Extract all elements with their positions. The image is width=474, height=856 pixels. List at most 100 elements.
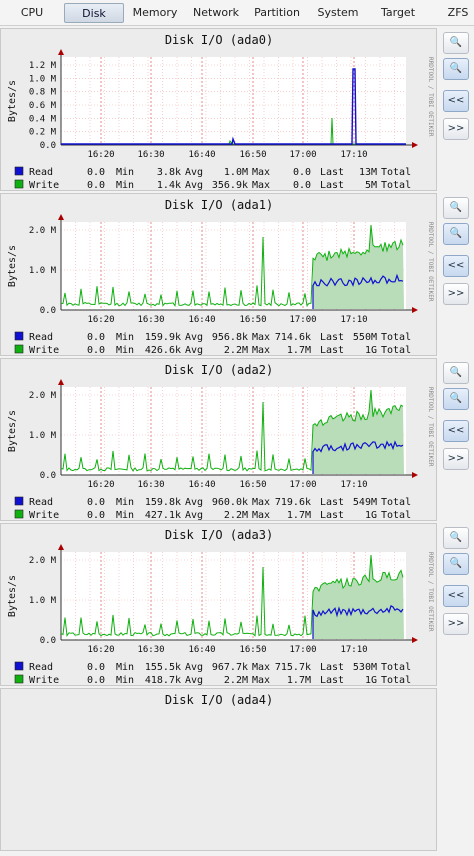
write-avg-value: 2.2M [224,345,248,356]
read-current-value: 0.0 [87,332,105,343]
read-min-value: 159.9k [145,332,181,343]
tab-memory[interactable]: Memory [132,6,178,19]
read-last-value: 550M [353,332,377,343]
x-tick-label: 16:30 [137,645,164,655]
read-last-value: 549M [353,497,377,508]
disk-io-graph: Disk I/O (ada4) [0,688,437,851]
avg-label: Avg [185,497,203,508]
tab-zfs[interactable]: ZFS [447,6,469,19]
y-tick-label: 0.0 [40,471,56,481]
x-axis-arrow [412,637,418,643]
write-area-fill [313,390,404,474]
forward-button[interactable]: >> [443,448,469,470]
watermark: RRDTOOL / TOBI OETIKER [427,552,434,632]
tab-network[interactable]: Network [193,6,239,19]
total-label: Total [381,332,411,343]
x-tick-label: 17:00 [289,150,316,160]
zoom-in-button[interactable]: 🔍 [443,197,469,219]
back-button[interactable]: << [443,255,469,277]
write-avg-value: 356.9k [212,180,248,191]
read-current-value: 0.0 [87,167,105,178]
read-legend-label: Read [29,497,53,508]
back-button[interactable]: << [443,420,469,442]
y-tick-label: 0.8 M [29,88,57,98]
write-legend-swatch [14,509,24,519]
tab-cpu[interactable]: CPU [20,6,44,19]
total-label: Total [381,662,411,673]
write-min-value: 1.4k [157,180,181,191]
back-button[interactable]: << [443,585,469,607]
write-max-value: 0.0 [293,180,311,191]
zoom-in-button[interactable]: 🔍 [443,32,469,54]
tab-system[interactable]: System [317,6,359,19]
graph-title: Disk I/O (ada0) [165,33,273,47]
back-button[interactable]: << [443,90,469,112]
zoom-out-button[interactable]: 🔍 [443,553,469,575]
zoom-out-button[interactable]: 🔍 [443,223,469,245]
write-min-value: 418.7k [145,675,181,686]
x-tick-label: 17:10 [340,480,367,490]
watermark: RRDTOOL / TOBI OETIKER [427,222,434,302]
x-tick-label: 17:00 [289,645,316,655]
x-tick-label: 16:50 [239,315,266,325]
read-series-line [312,605,404,639]
write-series-line [60,554,404,637]
avg-label: Avg [185,510,203,521]
forward-button[interactable]: >> [443,283,469,305]
write-min-value: 426.6k [145,345,181,356]
read-avg-value: 967.7k [212,662,248,673]
zoom-out-button[interactable]: 🔍 [443,58,469,80]
y-axis-arrow [58,379,64,385]
y-tick-label: 1.2 M [29,61,57,71]
last-label: Last [320,332,344,343]
max-label: Max [252,332,270,343]
read-legend-swatch [14,661,24,671]
zoom-in-button[interactable]: 🔍 [443,362,469,384]
write-legend-label: Write [29,510,59,521]
min-label: Min [116,662,134,673]
read-max-value: 719.6k [275,497,311,508]
write-current-value: 0.0 [87,510,105,521]
avg-label: Avg [185,180,203,191]
tab-disk[interactable]: Disk [64,3,124,23]
disk-panel: Disk I/O (ada3) 2.0 M 1.0 M 0.0 16:20 16:30 16… [0,523,474,686]
graph-controls: 🔍 🔍 << >> [437,28,474,191]
last-label: Last [320,180,344,191]
min-label: Min [116,675,134,686]
write-avg-value: 2.2M [224,675,248,686]
total-label: Total [381,180,411,191]
tab-target[interactable]: Target [380,6,416,19]
x-tick-label: 16:50 [239,645,266,655]
x-tick-label: 17:10 [340,645,367,655]
disk-panel: Disk I/O (ada0) 1.2 M 1.0 M 0.8 M 0.6 M 0.4 M… [0,28,474,191]
y-tick-label: 1.0 M [29,596,57,606]
read-series-line [61,68,406,145]
x-tick-label: 16:50 [239,480,266,490]
write-current-value: 0.0 [87,180,105,191]
disk-io-graph: Disk I/O (ada0) 1.2 M 1.0 M 0.8 M 0.6 M 0.4 M… [0,28,437,191]
x-axis-arrow [412,472,418,478]
zoom-in-button[interactable]: 🔍 [443,527,469,549]
write-series-line [60,224,404,308]
write-last-value: 1G [365,675,377,686]
y-axis-label: Bytes/s [7,80,18,122]
zoom-out-button[interactable]: 🔍 [443,388,469,410]
forward-button[interactable]: >> [443,613,469,635]
read-series-line [312,273,404,309]
max-label: Max [252,497,270,508]
disk-panel: Disk I/O (ada2) 2.0 M 1.0 M 0.0 16:20 16:30 16… [0,358,474,521]
y-tick-label: 0.4 M [29,114,57,124]
forward-button[interactable]: >> [443,118,469,140]
read-legend-label: Read [29,662,53,673]
y-tick-label: 0.0 [40,306,56,316]
read-legend-swatch [14,166,24,176]
tab-partition[interactable]: Partition [254,6,300,19]
graph-svg: Disk I/O (ada3) 2.0 M 1.0 M 0.0 16:20 16:30 16… [7,528,434,686]
read-current-value: 0.0 [87,662,105,673]
write-area-fill [313,555,404,639]
read-max-value: 714.6k [275,332,311,343]
y-tick-label: 1.0 M [29,266,57,276]
total-label: Total [381,510,411,521]
x-tick-label: 16:40 [188,315,215,325]
avg-label: Avg [185,675,203,686]
